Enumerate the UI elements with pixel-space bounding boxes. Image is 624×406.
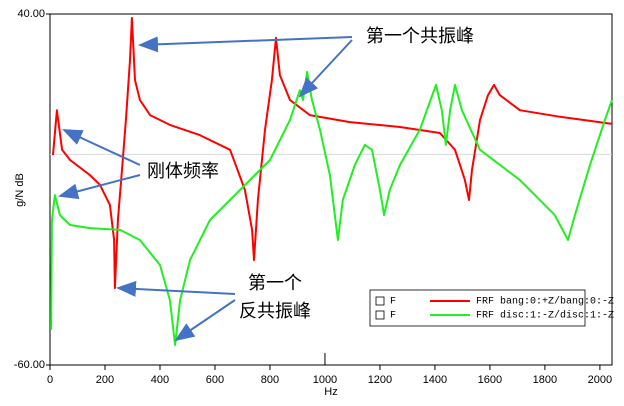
x-tick-label: 400 <box>151 374 169 386</box>
x-tick-label: 0 <box>47 374 53 386</box>
arrow <box>116 280 236 297</box>
series-line <box>52 16 613 290</box>
y-axis-label: g/N dB <box>14 173 26 207</box>
x-tick-label: 1200 <box>368 374 392 386</box>
legend-checkbox <box>375 310 385 320</box>
arrow <box>138 36 353 53</box>
arrow <box>174 299 236 342</box>
annotation: 反共振峰 <box>239 301 311 322</box>
x-tick-label: 1800 <box>533 374 557 386</box>
x-axis-label: Hz <box>324 386 337 398</box>
annotation: 第一个 <box>248 273 302 294</box>
arrows <box>58 36 353 342</box>
legend-label: FRF bang:0:+Z/bang:0:-Z <box>476 296 614 308</box>
x-tick-label: 1600 <box>478 374 502 386</box>
x-tick-label: 1400 <box>423 374 447 386</box>
annotation: 刚体频率 <box>147 161 219 182</box>
arrow <box>62 129 141 166</box>
legend-label: FRF disc:1:-Z/disc:1:-Z <box>476 310 614 322</box>
y-tick-label: -60.00 <box>14 359 45 371</box>
arrow <box>298 39 353 98</box>
annotation: 第一个共振峰 <box>366 26 474 47</box>
legend-box <box>369 289 586 327</box>
x-tick-label: 600 <box>206 374 224 386</box>
legend-prefix: F <box>390 297 396 308</box>
series-line <box>50 70 613 346</box>
legend-prefix: F <box>390 311 396 322</box>
x-tick-label: 1000 <box>313 374 337 386</box>
x-tick-label: 2000 <box>588 374 612 386</box>
y-tick-label: 40.00 <box>17 8 45 20</box>
x-tick-label: 200 <box>96 374 114 386</box>
x-tick-label: 800 <box>261 374 279 386</box>
arrow <box>58 174 141 200</box>
legend-checkbox <box>375 296 385 306</box>
